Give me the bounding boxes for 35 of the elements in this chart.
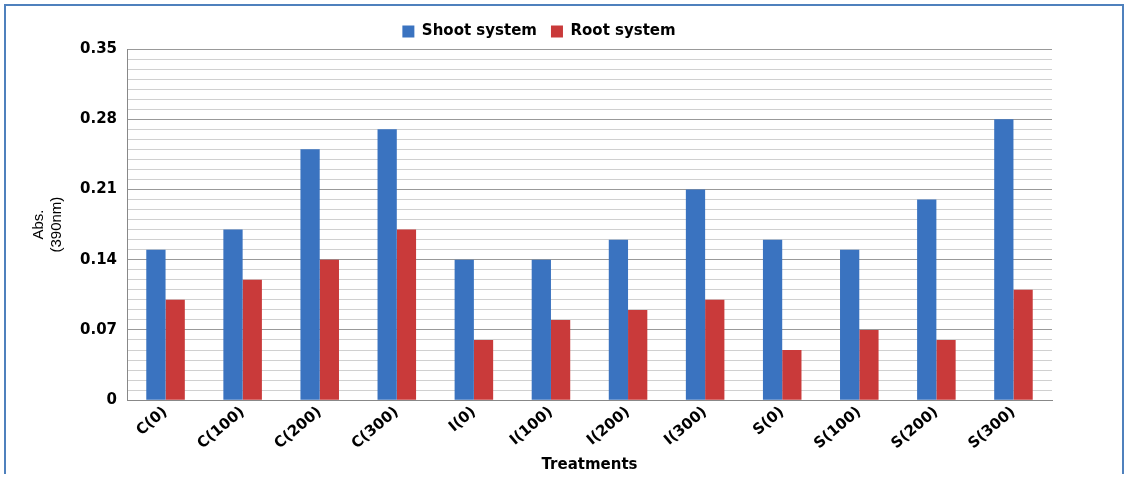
bar xyxy=(628,309,648,400)
bar xyxy=(550,319,571,400)
legend-label: Root system xyxy=(570,21,676,40)
bar xyxy=(994,119,1014,400)
bar xyxy=(223,229,243,400)
bar xyxy=(608,239,629,400)
y-tick-label: 0.07 xyxy=(79,319,118,338)
y-tick-label: 0.21 xyxy=(79,179,118,198)
y-tick-label: 0.35 xyxy=(79,38,118,57)
y-axis-title: Abs. (390nm) xyxy=(29,196,65,253)
bar xyxy=(782,350,802,400)
bar xyxy=(917,199,937,400)
bar xyxy=(685,189,706,400)
bar xyxy=(1013,289,1033,400)
bar xyxy=(473,339,494,400)
bar xyxy=(859,329,879,400)
bar xyxy=(705,299,725,400)
bar xyxy=(319,259,339,400)
bar xyxy=(936,339,956,400)
bar xyxy=(762,239,783,400)
x-axis-title: Treatments xyxy=(541,454,638,473)
bar xyxy=(146,249,166,400)
y-tick-label: 0.28 xyxy=(79,109,118,128)
bar xyxy=(300,149,320,400)
y-tick-label: 0.14 xyxy=(79,249,118,268)
bar xyxy=(242,279,262,400)
bar xyxy=(165,299,185,400)
x-tick-label: I(0) xyxy=(444,402,479,436)
bar xyxy=(377,129,397,400)
bar xyxy=(840,249,860,400)
bar xyxy=(531,259,551,400)
legend-label: Shoot system xyxy=(421,21,537,40)
y-tick-label: 0 xyxy=(106,390,118,409)
bar xyxy=(396,229,417,400)
bar xyxy=(454,259,474,400)
